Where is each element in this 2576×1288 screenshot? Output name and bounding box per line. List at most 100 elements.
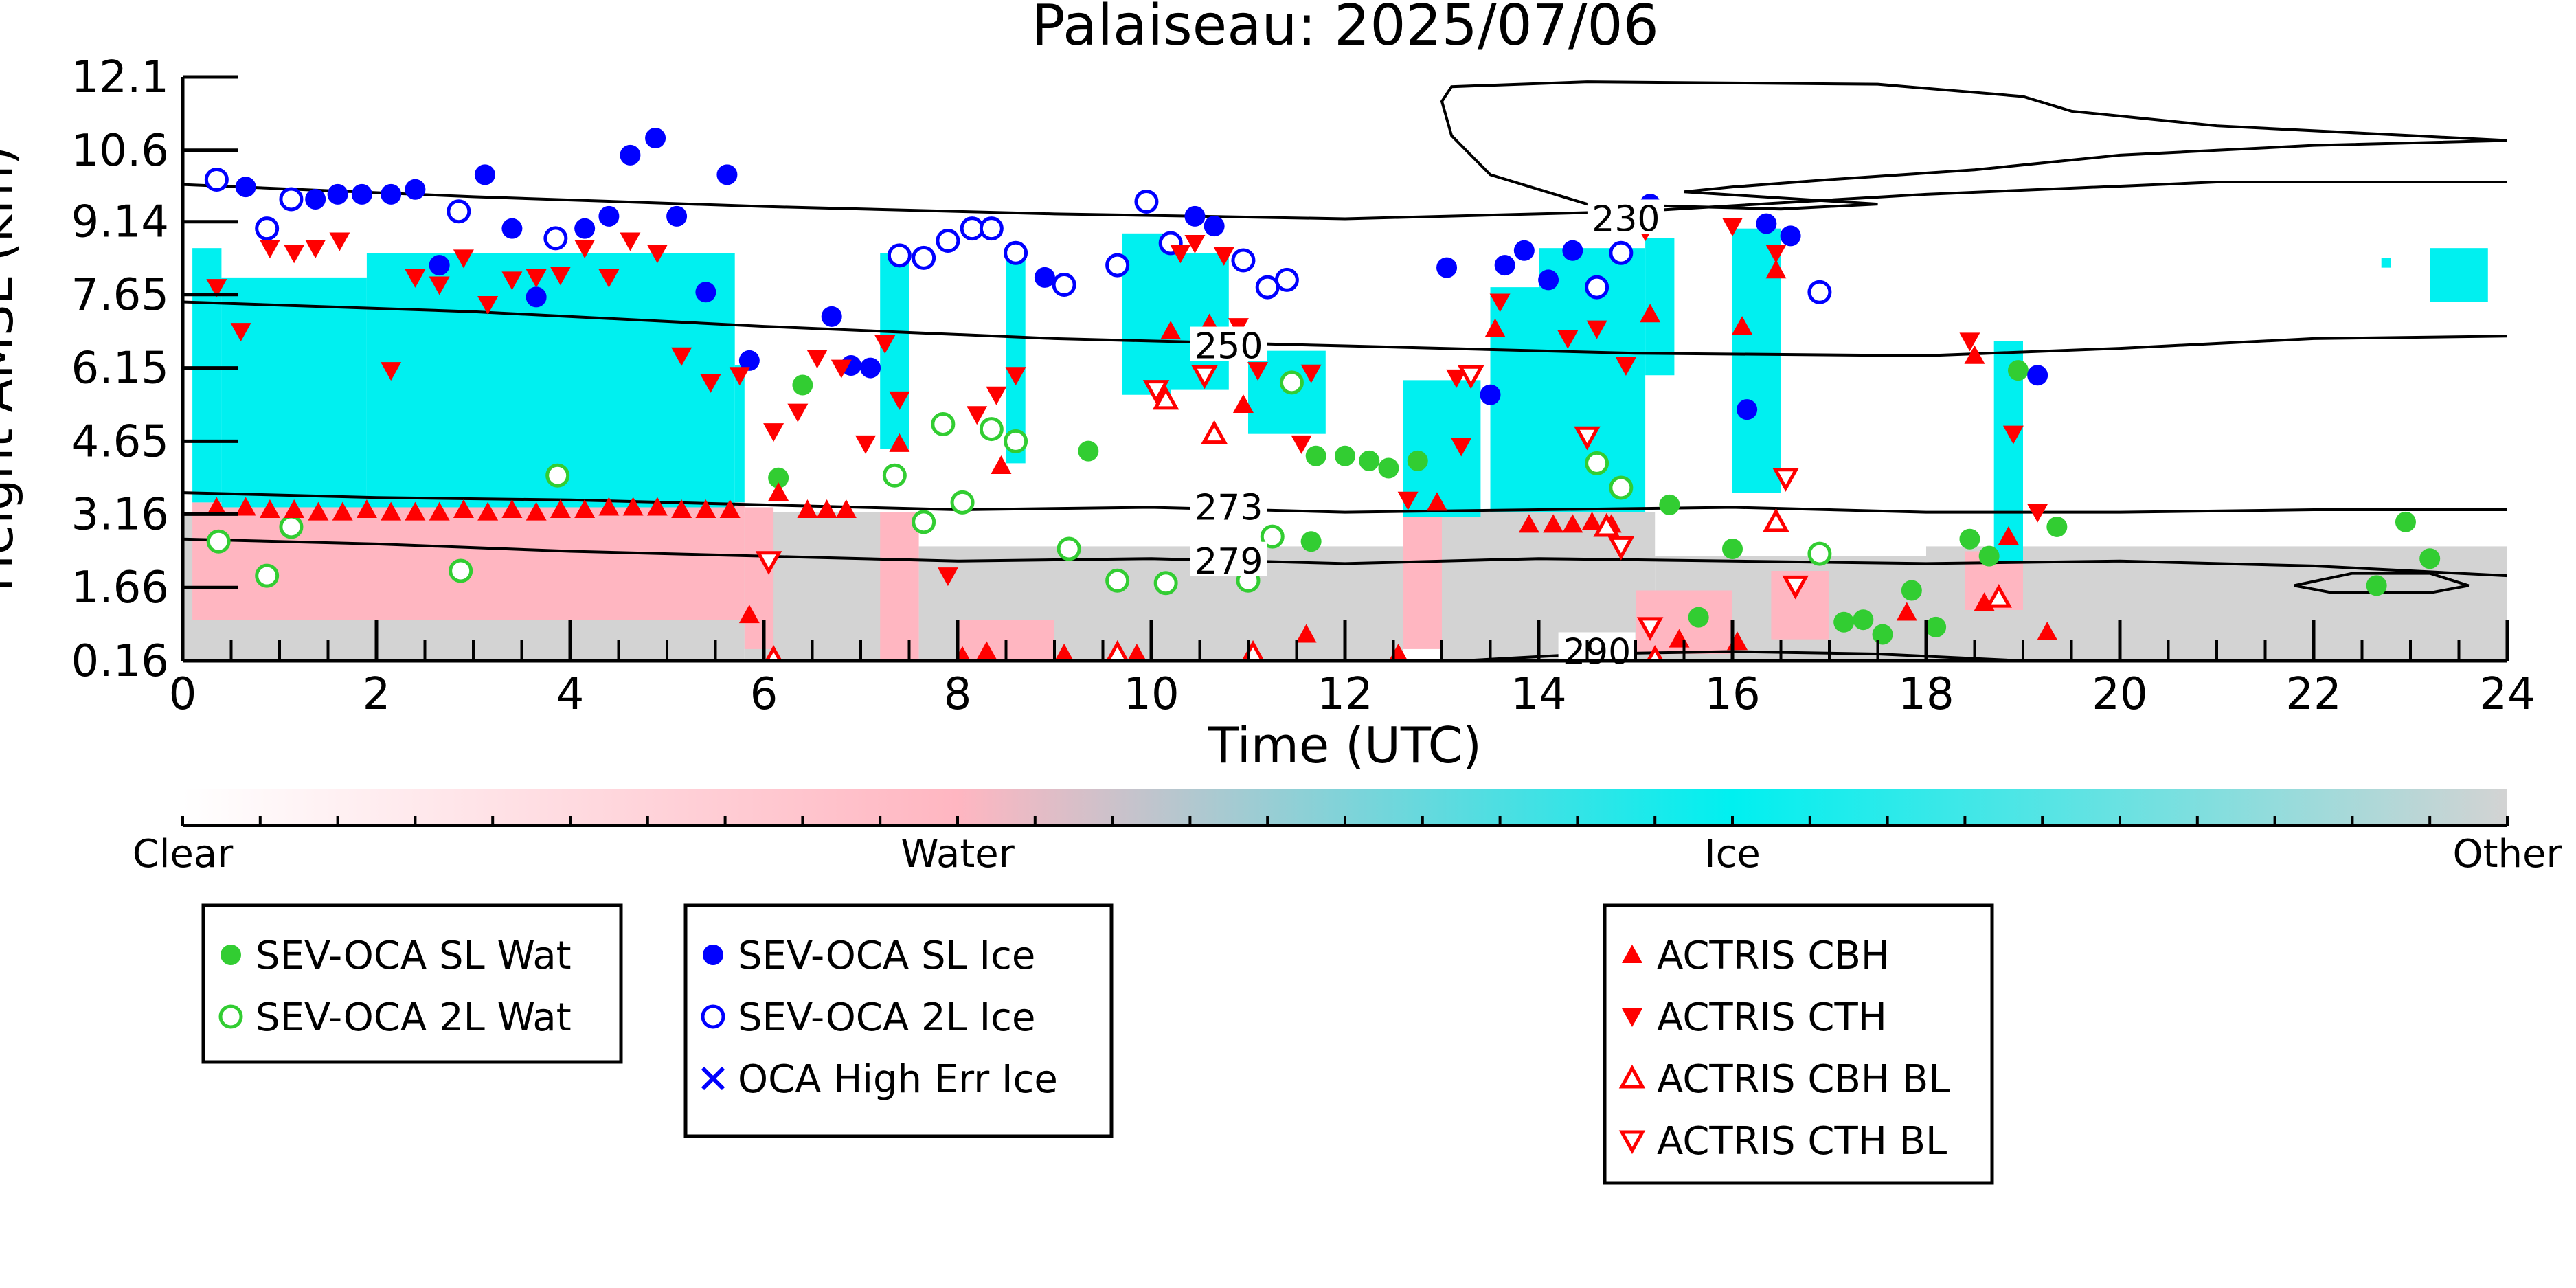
data-point-actris-cth (1005, 367, 1026, 386)
data-point-actris-cbh (695, 499, 716, 519)
contour-closed-0 (1440, 80, 2507, 211)
data-point-sev-oca-sl-ice (716, 164, 738, 185)
data-point-sev-oca-2l-ice (1585, 275, 1609, 300)
legend-entry: ACTRIS CTH (1657, 995, 1887, 1040)
data-point-actris-cth-bl (1782, 575, 1809, 600)
data-point-actris-cth (259, 240, 280, 259)
series-actris-cth-bl (755, 365, 1809, 642)
data-point-sev-oca-2l-ice (204, 167, 229, 192)
data-point-actris-cth (874, 335, 896, 354)
data-point-sev-oca-sl-wat (1407, 450, 1428, 471)
data-point-sev-oca-2l-ice (887, 243, 912, 268)
data-point-sev-oca-sl-ice (860, 357, 881, 379)
legend-entry: SEV-OCA 2L Ice (738, 995, 1035, 1040)
series-sev-oca-2l-wat (206, 370, 1832, 596)
data-point-sev-oca-2l-ice (1052, 273, 1076, 297)
data-point-actris-cbh (1484, 318, 1506, 337)
data-point-sev-oca-sl-ice (738, 350, 760, 371)
data-point-sev-oca-sl-ice (821, 306, 842, 327)
data-point-sev-oca-2l-wat (882, 463, 907, 488)
data-point-sev-oca-sl-ice (327, 183, 348, 205)
x-tick-label: 14 (1511, 669, 1566, 720)
data-point-actris-cbh (526, 501, 547, 521)
data-point-sev-oca-sl-wat (1688, 607, 1709, 628)
data-point-sev-oca-2l-ice (912, 245, 936, 270)
data-point-actris-cbh (1232, 394, 1254, 413)
data-point-sev-oca-2l-wat (1260, 524, 1285, 549)
series-actris-cbh-bl (765, 385, 2012, 661)
data-point-sev-oca-sl-ice (1562, 240, 1583, 261)
data-point-actris-cth (1489, 293, 1511, 313)
data-point-actris-cbh (1896, 602, 1917, 621)
data-point-actris-cbh (797, 499, 818, 519)
colorbar-labels: Clear Water Ice Other (133, 832, 2563, 877)
data-point-actris-cbh (671, 499, 692, 519)
y-tick-label: 6.15 (71, 343, 170, 394)
data-point-actris-cbh (356, 499, 377, 519)
data-point-sev-oca-2l-wat (1153, 571, 1178, 596)
legend-marker (221, 945, 241, 965)
data-point-sev-oca-sl-ice (2027, 365, 2048, 386)
data-point-actris-cth-bl (1458, 365, 1484, 389)
data-point-sev-oca-sl-wat (768, 467, 789, 488)
data-point-actris-cbh (405, 501, 426, 521)
data-point-actris-cbh (889, 433, 910, 452)
data-point-actris-cbh (1581, 511, 1603, 530)
data-point-sev-oca-sl-wat (1959, 528, 1980, 550)
x-tick-label: 20 (2092, 669, 2147, 720)
contour-label: 279 (1195, 541, 1263, 583)
data-point-sev-oca-sl-ice (526, 286, 547, 308)
data-point-actris-cbh-bl (1593, 512, 1620, 537)
data-point-actris-cth-bl (1772, 468, 1799, 492)
data-point-sev-oca-sl-wat (2395, 511, 2416, 532)
legend-entry: ACTRIS CTH BL (1657, 1119, 1947, 1164)
series-sev-oca-2l-ice (204, 167, 1832, 304)
contour-labels: 230 250 273 279 290 (1190, 199, 1664, 673)
data-point-actris-cbh (1426, 492, 1447, 511)
data-point-actris-cbh (477, 501, 499, 521)
contour-line-273 (183, 491, 2507, 514)
data-point-actris-cbh (429, 501, 450, 521)
mask-ice-region (221, 277, 367, 508)
data-point-actris-cbh-bl (1763, 508, 1789, 532)
data-point-sev-oca-2l-wat (255, 563, 280, 588)
data-point-actris-cth (1959, 332, 1980, 352)
data-point-actris-cbh-bl (1985, 584, 2012, 608)
data-point-actris-cth (2027, 504, 2048, 523)
data-point-sev-oca-2l-ice (1274, 267, 1299, 292)
data-point-actris-cth (329, 232, 350, 251)
data-point-sev-oca-2l-ice (979, 216, 1004, 241)
data-point-actris-cth-bl (1191, 365, 1218, 389)
y-tick-label: 0.16 (71, 636, 170, 687)
data-point-actris-cth (889, 391, 910, 410)
data-point-sev-oca-2l-ice (960, 216, 984, 241)
data-point-sev-oca-sl-ice (501, 218, 523, 239)
legend-entry: ACTRIS CBH BL (1657, 1057, 1950, 1102)
contour-closed-1 (2294, 572, 2470, 595)
y-tick-label: 7.65 (71, 270, 170, 321)
contour-line-250 (183, 300, 2507, 357)
data-point-sev-oca-2l-wat (950, 490, 975, 515)
data-point-actris-cth (1586, 320, 1607, 339)
data-point-sev-oca-sl-wat (1853, 609, 1874, 631)
data-point-actris-cth (405, 269, 426, 288)
data-point-actris-cbh (308, 501, 329, 521)
data-point-sev-oca-sl-ice (305, 188, 326, 210)
data-point-actris-cth (1184, 235, 1206, 254)
data-point-actris-cbh (991, 455, 1012, 474)
x-tick-label: 16 (1704, 669, 1760, 720)
data-point-sev-oca-sl-ice (1756, 213, 1777, 234)
data-point-sev-oca-2l-wat (1609, 475, 1634, 500)
legend-marker (1622, 1008, 1642, 1027)
x-axis-label: Time (UTC) (1208, 716, 1482, 774)
data-point-actris-cbh (206, 497, 227, 516)
legend-marker (1622, 945, 1642, 963)
data-point-sev-oca-sl-ice (1204, 216, 1225, 237)
data-point-sev-oca-sl-ice (351, 183, 372, 205)
data-point-actris-cbh (1160, 321, 1182, 340)
data-point-sev-oca-sl-ice (405, 179, 426, 200)
data-point-sev-oca-sl-wat (1378, 457, 1399, 479)
legend-frame (201, 903, 623, 1064)
mask-ice-region (1006, 258, 1026, 464)
contour-label-bg (1190, 541, 1267, 576)
